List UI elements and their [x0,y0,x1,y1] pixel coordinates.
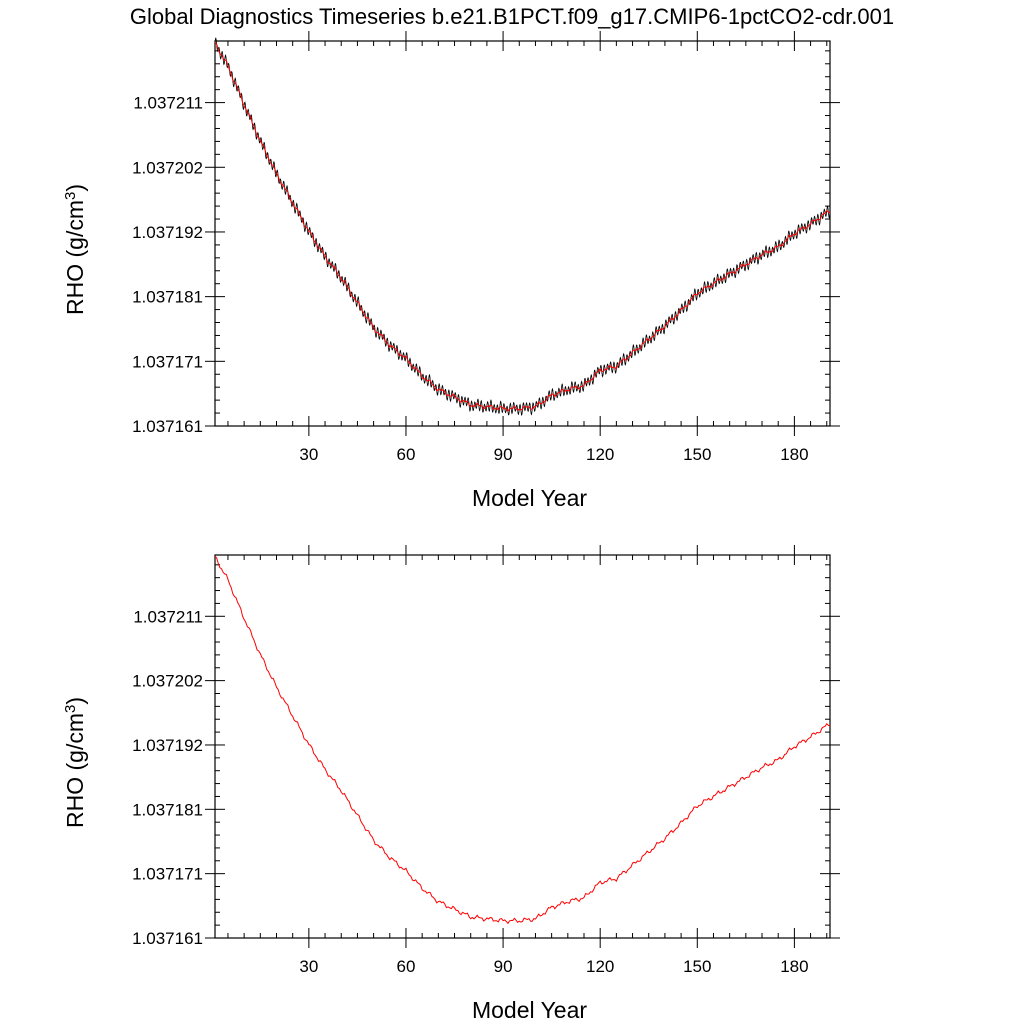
x-tick-label: 150 [683,957,711,976]
y-tick-label: 1.037161 [132,417,203,436]
x-tick-label: 30 [299,445,318,464]
x-tick-label: 60 [397,445,416,464]
y-tick-label: 1.037171 [132,352,203,371]
x-axis-title: Model Year [472,485,587,511]
y-tick-label: 1.037161 [132,929,203,948]
x-tick-label: 30 [299,957,318,976]
y-tick-label: 1.037192 [132,736,203,755]
plot-frame [214,40,831,427]
x-axis-title: Model Year [472,997,587,1023]
figure-title: Global Diagnostics Timeseries b.e21.B1PC… [130,4,894,29]
y-tick-label: 1.037171 [132,865,203,884]
y-tick-label: 1.037202 [132,158,203,177]
y-tick-label: 1.037192 [132,223,203,242]
x-tick-label: 150 [683,445,711,464]
y-tick-label: 1.037211 [133,94,203,113]
x-tick-label: 60 [397,957,416,976]
top-panel-monthly-and-annual: 30 60 90 120 150 180 1.037161 1.037171 1.037181 1… [62,31,840,511]
x-tick-label: 120 [586,445,614,464]
annual-mean-series-line [214,555,831,925]
monthly-series-line [214,37,831,417]
annual-mean-series-line [214,41,831,413]
x-tick-label: 90 [494,957,513,976]
x-tick-label: 120 [586,957,614,976]
plot-frame [214,554,831,939]
y-tick-label: 1.037181 [132,288,203,307]
bottom-panel-annual: 30 60 90 120 150 180 1.037161 1.037171 1.037181 1… [62,545,840,1023]
y-tick-label: 1.037211 [133,607,203,626]
y-tick-label: 1.037202 [132,672,203,691]
x-tick-label: 90 [494,445,513,464]
y-axis-title: RHO (g/cm3) [62,184,89,315]
y-tick-label: 1.037181 [132,800,203,819]
x-tick-label: 180 [780,445,808,464]
y-axis-title: RHO (g/cm3) [62,697,89,828]
x-tick-label: 180 [780,957,808,976]
